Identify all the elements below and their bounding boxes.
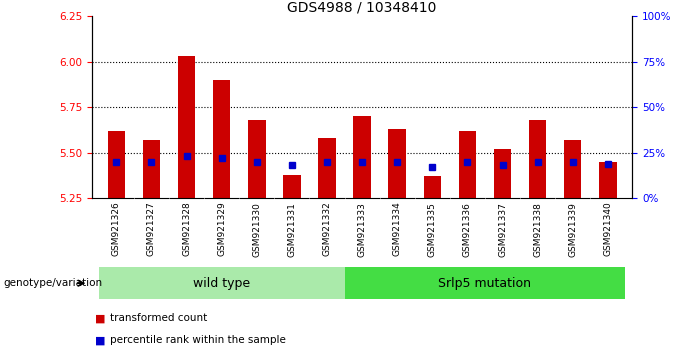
Bar xyxy=(213,80,231,198)
Bar xyxy=(529,120,547,198)
Bar xyxy=(345,267,626,299)
Bar xyxy=(283,175,301,198)
Text: GSM921335: GSM921335 xyxy=(428,202,437,257)
Text: Srlp5 mutation: Srlp5 mutation xyxy=(439,277,532,290)
Bar xyxy=(318,138,336,198)
Text: GSM921326: GSM921326 xyxy=(112,202,121,256)
Text: percentile rank within the sample: percentile rank within the sample xyxy=(110,335,286,345)
Bar xyxy=(107,131,125,198)
Text: GSM921333: GSM921333 xyxy=(358,202,367,257)
Bar xyxy=(564,140,581,198)
Bar xyxy=(99,267,345,299)
Text: GSM921329: GSM921329 xyxy=(217,202,226,256)
Bar xyxy=(458,131,476,198)
Bar xyxy=(248,120,266,198)
Bar xyxy=(388,129,406,198)
Bar xyxy=(424,176,441,198)
Text: wild type: wild type xyxy=(193,277,250,290)
Text: ■: ■ xyxy=(95,313,105,323)
Title: GDS4988 / 10348410: GDS4988 / 10348410 xyxy=(288,1,437,15)
Text: transformed count: transformed count xyxy=(110,313,207,323)
Text: GSM921340: GSM921340 xyxy=(603,202,612,256)
Text: GSM921339: GSM921339 xyxy=(568,202,577,257)
Bar xyxy=(143,140,160,198)
Text: ■: ■ xyxy=(95,335,105,345)
Bar xyxy=(354,116,371,198)
Text: GSM921331: GSM921331 xyxy=(288,202,296,257)
Text: genotype/variation: genotype/variation xyxy=(3,278,103,288)
Text: GSM921337: GSM921337 xyxy=(498,202,507,257)
Bar xyxy=(177,56,195,198)
Text: GSM921338: GSM921338 xyxy=(533,202,542,257)
Text: GSM921327: GSM921327 xyxy=(147,202,156,256)
Text: GSM921332: GSM921332 xyxy=(322,202,331,256)
Text: GSM921330: GSM921330 xyxy=(252,202,261,257)
Bar xyxy=(494,149,511,198)
Text: GSM921328: GSM921328 xyxy=(182,202,191,256)
Text: GSM921334: GSM921334 xyxy=(393,202,402,256)
Text: GSM921336: GSM921336 xyxy=(463,202,472,257)
Bar xyxy=(599,162,617,198)
